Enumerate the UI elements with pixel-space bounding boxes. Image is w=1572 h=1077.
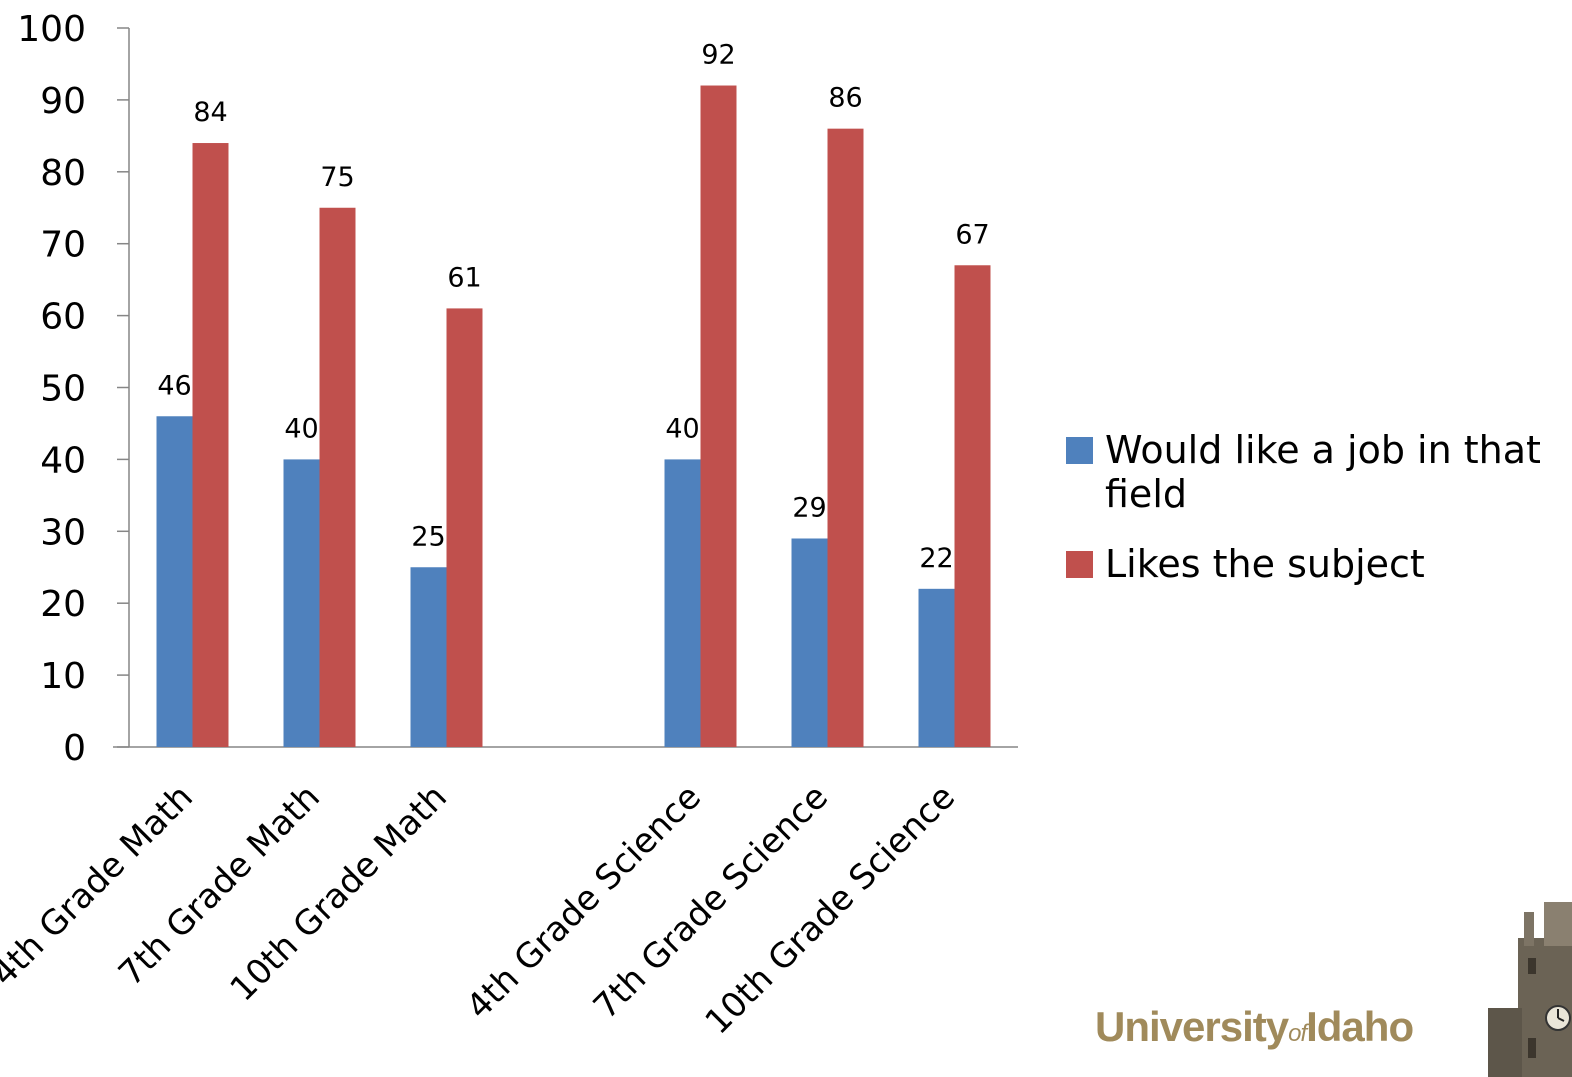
legend-label-likes: Likes the subject [1105, 542, 1425, 586]
y-tick-label: 10 [40, 656, 86, 697]
data-label: 86 [828, 83, 862, 114]
y-tick-label: 0 [63, 728, 86, 769]
y-tick-label: 20 [40, 584, 86, 625]
legend-swatch-job [1066, 437, 1093, 464]
legend-item-likes: Likes the subject [1066, 542, 1566, 586]
bar-likes [954, 265, 991, 747]
data-label: 22 [919, 543, 953, 574]
data-label: 29 [792, 492, 826, 523]
data-label: 84 [193, 97, 227, 128]
legend: Would like a job in that field Likes the… [1066, 428, 1566, 612]
bar-job [791, 538, 828, 747]
data-label: 61 [447, 262, 481, 293]
y-tick-label: 30 [40, 512, 86, 553]
y-tick-label: 50 [40, 369, 86, 410]
y-tick-label: 100 [17, 9, 86, 50]
y-tick-label: 40 [40, 440, 86, 481]
data-label: 75 [320, 162, 354, 193]
data-label: 46 [157, 370, 191, 401]
x-tick-label: 7th Grade Science [586, 777, 836, 1027]
data-label: 40 [665, 413, 699, 444]
legend-item-job: Would like a job in that field [1066, 428, 1566, 516]
bar-job [283, 459, 320, 747]
bar-job [156, 416, 193, 747]
bar-job [918, 588, 955, 747]
legend-label-job: Would like a job in that field [1105, 428, 1541, 516]
data-label: 25 [411, 521, 445, 552]
bar-likes [192, 143, 229, 748]
clock-tower-image [1488, 902, 1572, 1077]
legend-swatch-likes [1066, 551, 1093, 578]
data-label: 67 [955, 219, 989, 250]
y-tick-label: 60 [40, 297, 86, 338]
data-label: 40 [284, 413, 318, 444]
x-tick-label: 10th Grade Math [223, 777, 455, 1009]
y-tick-label: 70 [40, 225, 86, 266]
bar-likes [827, 128, 864, 747]
data-label: 92 [701, 40, 735, 71]
y-tick-label: 80 [40, 153, 86, 194]
university-logo: UniversityofIdaho [1095, 1003, 1414, 1050]
x-tick-label: 10th Grade Science [698, 777, 963, 1042]
bar-likes [319, 207, 356, 747]
bar-job [664, 459, 701, 747]
bar-likes [700, 85, 737, 747]
y-tick-label: 90 [40, 81, 86, 122]
bar-likes [446, 308, 483, 747]
x-tick-label: 4th Grade Science [459, 777, 709, 1027]
bar-job [410, 567, 447, 747]
